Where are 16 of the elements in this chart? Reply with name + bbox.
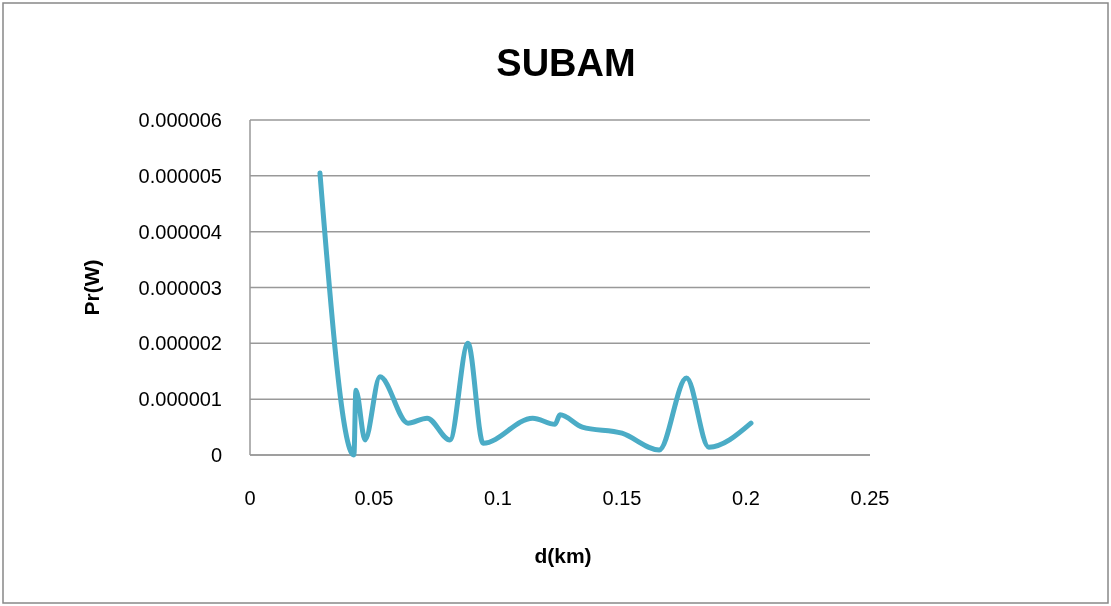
x-tick-label: 0.15 — [602, 487, 642, 509]
x-tick-label: 0.1 — [484, 487, 512, 509]
y-tick-label: 0.000005 — [138, 164, 222, 187]
x-tick-label: 0.2 — [732, 487, 760, 509]
y-tick-label: 0.000002 — [138, 332, 222, 355]
x-axis-title: d(km) — [534, 544, 592, 567]
y-tick-label: 0.000001 — [138, 388, 222, 411]
y-tick-label: 0 — [210, 444, 222, 466]
y-tick-label: 0.000006 — [138, 109, 222, 131]
y-axis-title: Pr(W) — [80, 259, 103, 316]
x-tick-label: 0 — [244, 487, 256, 509]
chart-title: SUBAM — [496, 42, 636, 84]
y-tick-label: 0.000003 — [138, 276, 222, 299]
x-tick-label: 0.05 — [354, 487, 394, 509]
y-tick-label: 0.000004 — [138, 220, 222, 243]
x-tick-label: 0.25 — [850, 487, 890, 509]
